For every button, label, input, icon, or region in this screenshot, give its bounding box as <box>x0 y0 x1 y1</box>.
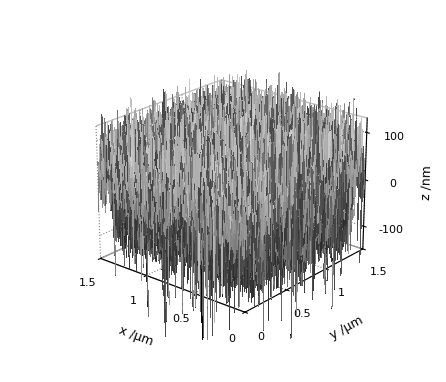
Y-axis label: y /μm: y /μm <box>328 314 365 342</box>
X-axis label: x /μm: x /μm <box>117 324 155 349</box>
